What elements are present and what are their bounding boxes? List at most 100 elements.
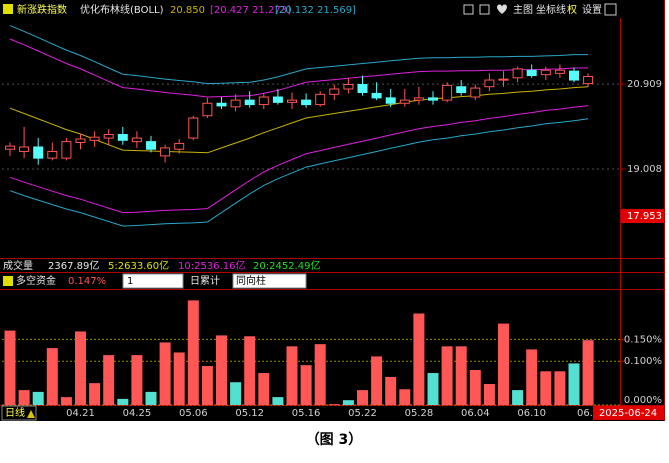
y-tick-label: 0.150% bbox=[624, 334, 662, 345]
index-name: 新涨跌指数 bbox=[17, 3, 67, 16]
candle-body bbox=[146, 141, 156, 150]
bar bbox=[187, 300, 199, 405]
favorite[interactable] bbox=[497, 4, 507, 15]
y-tick-label: 0.000% bbox=[624, 395, 662, 406]
bar bbox=[385, 376, 397, 405]
panel-title: 多空资金 bbox=[16, 274, 56, 287]
band-line bbox=[9, 105, 589, 214]
x-tick-label: 06.10 bbox=[517, 408, 546, 419]
icon[interactable] bbox=[3, 4, 13, 14]
bar bbox=[244, 336, 256, 405]
candle-body bbox=[131, 137, 142, 143]
bar bbox=[399, 389, 411, 405]
bar bbox=[512, 390, 524, 405]
bar bbox=[173, 352, 185, 405]
candle-body bbox=[540, 69, 551, 76]
candle-body bbox=[399, 99, 410, 104]
candle-body bbox=[174, 142, 185, 150]
candle-body bbox=[89, 136, 100, 141]
candle-body bbox=[188, 117, 199, 139]
bar bbox=[300, 365, 312, 405]
icon[interactable] bbox=[3, 276, 13, 286]
plot: 20.909 19.008 17.953 0.150% 0.100% 0.000% 04.2… bbox=[2, 25, 664, 419]
candle-body bbox=[75, 138, 86, 144]
band-line bbox=[9, 38, 589, 98]
candle-body bbox=[47, 150, 58, 159]
bar bbox=[582, 340, 594, 405]
bar bbox=[526, 349, 538, 405]
candle-body bbox=[301, 99, 312, 106]
volume-ma: 20:2452.49亿 bbox=[253, 259, 320, 272]
bar bbox=[230, 382, 242, 405]
candle-body bbox=[103, 133, 114, 139]
volume-ma: 5:2633.60亿 bbox=[108, 259, 169, 272]
candle-body bbox=[498, 78, 509, 81]
candle-body bbox=[371, 92, 382, 99]
candle-body bbox=[244, 99, 255, 106]
bar bbox=[103, 355, 115, 405]
marker-label: 17.953 bbox=[627, 211, 662, 222]
candle-body bbox=[5, 145, 15, 150]
cursor-date: 2025-06-24 bbox=[599, 408, 657, 419]
bar bbox=[455, 346, 467, 405]
bar bbox=[441, 346, 453, 405]
period-select[interactable] bbox=[122, 273, 184, 289]
button[interactable]: 主图 bbox=[513, 4, 533, 16]
candle-body bbox=[484, 79, 495, 88]
button[interactable]: 权 bbox=[567, 3, 577, 16]
bar bbox=[201, 366, 213, 405]
zoom-in[interactable] bbox=[463, 4, 474, 15]
bar bbox=[18, 390, 30, 405]
candle-body bbox=[554, 69, 565, 74]
bar bbox=[117, 398, 129, 405]
x-tick-label: 06.04 bbox=[461, 408, 490, 419]
bar bbox=[89, 383, 101, 405]
volume-label: 成交量 bbox=[3, 259, 33, 272]
x-tick-label: 05.22 bbox=[348, 408, 377, 419]
candle-body bbox=[569, 70, 579, 81]
bar bbox=[328, 404, 340, 405]
background bbox=[0, 0, 665, 421]
candle-body bbox=[287, 99, 297, 103]
volume-value: 2367.89亿 bbox=[48, 259, 99, 272]
candle-body bbox=[512, 68, 523, 79]
bar bbox=[46, 348, 58, 405]
candle-body bbox=[19, 146, 30, 152]
candle-body bbox=[272, 96, 283, 103]
style-value: 同向柱 bbox=[236, 274, 266, 287]
candle-body bbox=[583, 75, 594, 85]
bar bbox=[469, 369, 481, 405]
candle-body bbox=[343, 84, 354, 90]
candle-body bbox=[61, 141, 72, 159]
candle-body bbox=[526, 69, 537, 77]
bar bbox=[483, 383, 495, 405]
x-tick-label: 04.21 bbox=[66, 408, 95, 419]
mode-label: 日累计 bbox=[190, 274, 220, 287]
marker-box bbox=[621, 209, 664, 224]
bar bbox=[258, 373, 270, 405]
button[interactable]: 设置 bbox=[582, 4, 602, 16]
bar bbox=[413, 313, 425, 405]
candle-body bbox=[258, 96, 269, 106]
timeframe-box[interactable] bbox=[1, 405, 37, 421]
bar bbox=[314, 344, 326, 405]
volume-ma: 10:2536.16亿 bbox=[178, 259, 245, 272]
zoom-out[interactable] bbox=[479, 4, 490, 15]
button[interactable]: 坐标线 bbox=[536, 3, 566, 16]
style-select[interactable] bbox=[232, 273, 307, 289]
bar bbox=[4, 330, 16, 405]
candle-body bbox=[202, 102, 213, 117]
collapse[interactable] bbox=[604, 3, 617, 16]
candle-body bbox=[329, 88, 340, 95]
readout: [20.427 21.273] bbox=[210, 5, 291, 16]
candle-body bbox=[117, 133, 128, 141]
flow-value: 0.147% bbox=[68, 276, 106, 287]
band-line bbox=[9, 25, 589, 85]
candle-body bbox=[216, 102, 227, 107]
candle-body bbox=[315, 93, 326, 106]
bar bbox=[75, 331, 86, 405]
cursor-date-box bbox=[593, 406, 664, 420]
y-tick-label: 20.909 bbox=[627, 79, 662, 90]
bar bbox=[145, 391, 157, 405]
